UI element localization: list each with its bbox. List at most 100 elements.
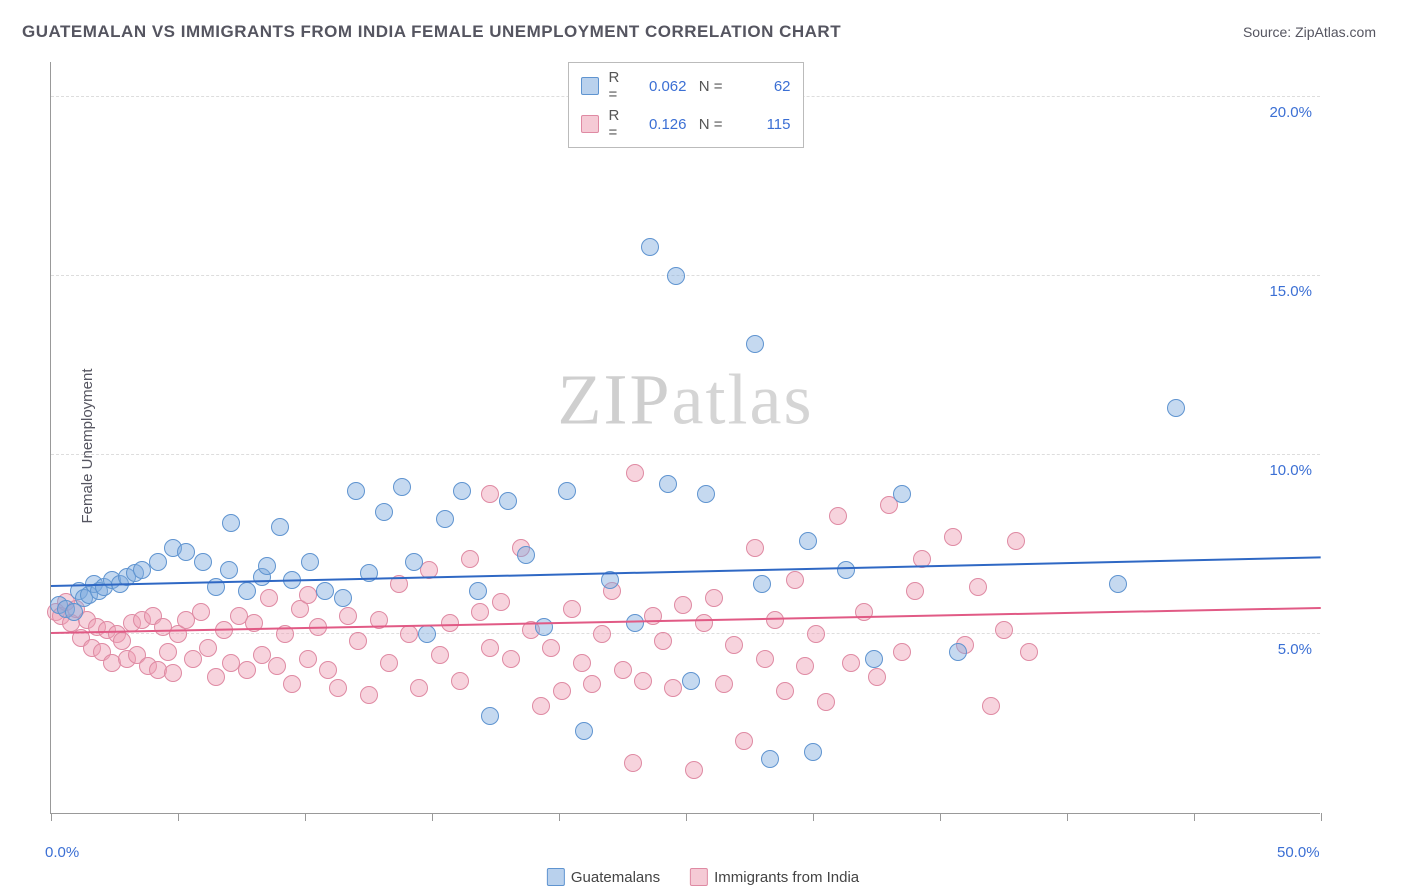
- x-tick: [432, 813, 433, 821]
- scatter-point-blue: [375, 503, 393, 521]
- legend-label-blue: Guatemalans: [571, 869, 660, 886]
- x-tick: [305, 813, 306, 821]
- legend-item-pink: Immigrants from India: [690, 868, 859, 886]
- watermark-light: atlas: [672, 359, 814, 439]
- scatter-point-pink: [299, 650, 317, 668]
- scatter-point-pink: [329, 679, 347, 697]
- watermark: ZIPatlas: [558, 358, 814, 441]
- y-tick-label: 5.0%: [1278, 641, 1312, 658]
- scatter-point-pink: [995, 621, 1013, 639]
- swatch-blue-icon: [547, 868, 565, 886]
- scatter-point-pink: [786, 571, 804, 589]
- scatter-point-pink: [553, 682, 571, 700]
- y-tick-label: 10.0%: [1269, 462, 1312, 479]
- scatter-point-pink: [593, 625, 611, 643]
- gridline: [51, 633, 1320, 634]
- x-tick: [1067, 813, 1068, 821]
- r-value-blue: 0.062: [637, 78, 687, 95]
- scatter-point-blue: [316, 582, 334, 600]
- swatch-blue-icon: [581, 77, 599, 95]
- scatter-point-pink: [431, 646, 449, 664]
- scatter-point-pink: [644, 607, 662, 625]
- scatter-point-blue: [837, 561, 855, 579]
- scatter-point-pink: [855, 603, 873, 621]
- scatter-point-pink: [695, 614, 713, 632]
- scatter-point-pink: [664, 679, 682, 697]
- scatter-point-blue: [194, 553, 212, 571]
- scatter-point-blue: [238, 582, 256, 600]
- scatter-point-pink: [207, 668, 225, 686]
- scatter-point-pink: [906, 582, 924, 600]
- scatter-point-pink: [1020, 643, 1038, 661]
- chart-title: GUATEMALAN VS IMMIGRANTS FROM INDIA FEMA…: [22, 22, 841, 42]
- n-value-pink: 115: [757, 116, 791, 133]
- scatter-point-blue: [535, 618, 553, 636]
- scatter-point-pink: [573, 654, 591, 672]
- scatter-point-blue: [667, 267, 685, 285]
- scatter-point-pink: [349, 632, 367, 650]
- scatter-point-blue: [271, 518, 289, 536]
- scatter-point-pink: [481, 485, 499, 503]
- r-value-pink: 0.126: [637, 116, 687, 133]
- scatter-point-pink: [626, 464, 644, 482]
- source-prefix: Source:: [1243, 24, 1295, 40]
- scatter-point-blue: [682, 672, 700, 690]
- x-tick: [559, 813, 560, 821]
- scatter-point-blue: [222, 514, 240, 532]
- scatter-point-pink: [199, 639, 217, 657]
- plot-area: ZIPatlas R = 0.062 N = 62 R = 0.126 N = …: [50, 62, 1320, 814]
- x-tick: [178, 813, 179, 821]
- scatter-point-blue: [626, 614, 644, 632]
- scatter-point-pink: [268, 657, 286, 675]
- scatter-point-pink: [705, 589, 723, 607]
- scatter-point-blue: [517, 546, 535, 564]
- scatter-point-blue: [659, 475, 677, 493]
- scatter-point-blue: [865, 650, 883, 668]
- scatter-point-pink: [380, 654, 398, 672]
- scatter-point-pink: [746, 539, 764, 557]
- scatter-point-pink: [674, 596, 692, 614]
- scatter-point-blue: [697, 485, 715, 503]
- scatter-point-pink: [614, 661, 632, 679]
- legend-label-pink: Immigrants from India: [714, 869, 859, 886]
- x-tick: [940, 813, 941, 821]
- scatter-point-blue: [481, 707, 499, 725]
- scatter-point-blue: [436, 510, 454, 528]
- scatter-point-pink: [339, 607, 357, 625]
- scatter-point-pink: [868, 668, 886, 686]
- scatter-point-blue: [393, 478, 411, 496]
- scatter-point-blue: [746, 335, 764, 353]
- scatter-point-pink: [685, 761, 703, 779]
- scatter-point-pink: [776, 682, 794, 700]
- n-label: N =: [693, 116, 723, 133]
- y-tick-label: 20.0%: [1269, 104, 1312, 121]
- legend-bottom: Guatemalans Immigrants from India: [547, 868, 859, 886]
- scatter-point-pink: [492, 593, 510, 611]
- scatter-point-pink: [817, 693, 835, 711]
- scatter-point-pink: [634, 672, 652, 690]
- swatch-pink-icon: [581, 115, 599, 133]
- scatter-point-pink: [654, 632, 672, 650]
- scatter-point-blue: [1109, 575, 1127, 593]
- scatter-point-blue: [499, 492, 517, 510]
- scatter-point-blue: [453, 482, 471, 500]
- scatter-point-pink: [502, 650, 520, 668]
- scatter-point-pink: [969, 578, 987, 596]
- scatter-point-pink: [192, 603, 210, 621]
- scatter-point-pink: [319, 661, 337, 679]
- scatter-point-pink: [583, 675, 601, 693]
- scatter-point-pink: [829, 507, 847, 525]
- scatter-point-pink: [715, 675, 733, 693]
- x-tick-label: 0.0%: [45, 844, 79, 861]
- n-value-blue: 62: [757, 78, 791, 95]
- x-tick: [51, 813, 52, 821]
- scatter-point-pink: [184, 650, 202, 668]
- scatter-point-blue: [469, 582, 487, 600]
- scatter-point-pink: [563, 600, 581, 618]
- scatter-point-blue: [558, 482, 576, 500]
- stats-legend-box: R = 0.062 N = 62 R = 0.126 N = 115: [568, 62, 804, 148]
- source-name: ZipAtlas.com: [1295, 24, 1376, 40]
- scatter-point-pink: [113, 632, 131, 650]
- scatter-point-blue: [804, 743, 822, 761]
- scatter-point-pink: [260, 589, 278, 607]
